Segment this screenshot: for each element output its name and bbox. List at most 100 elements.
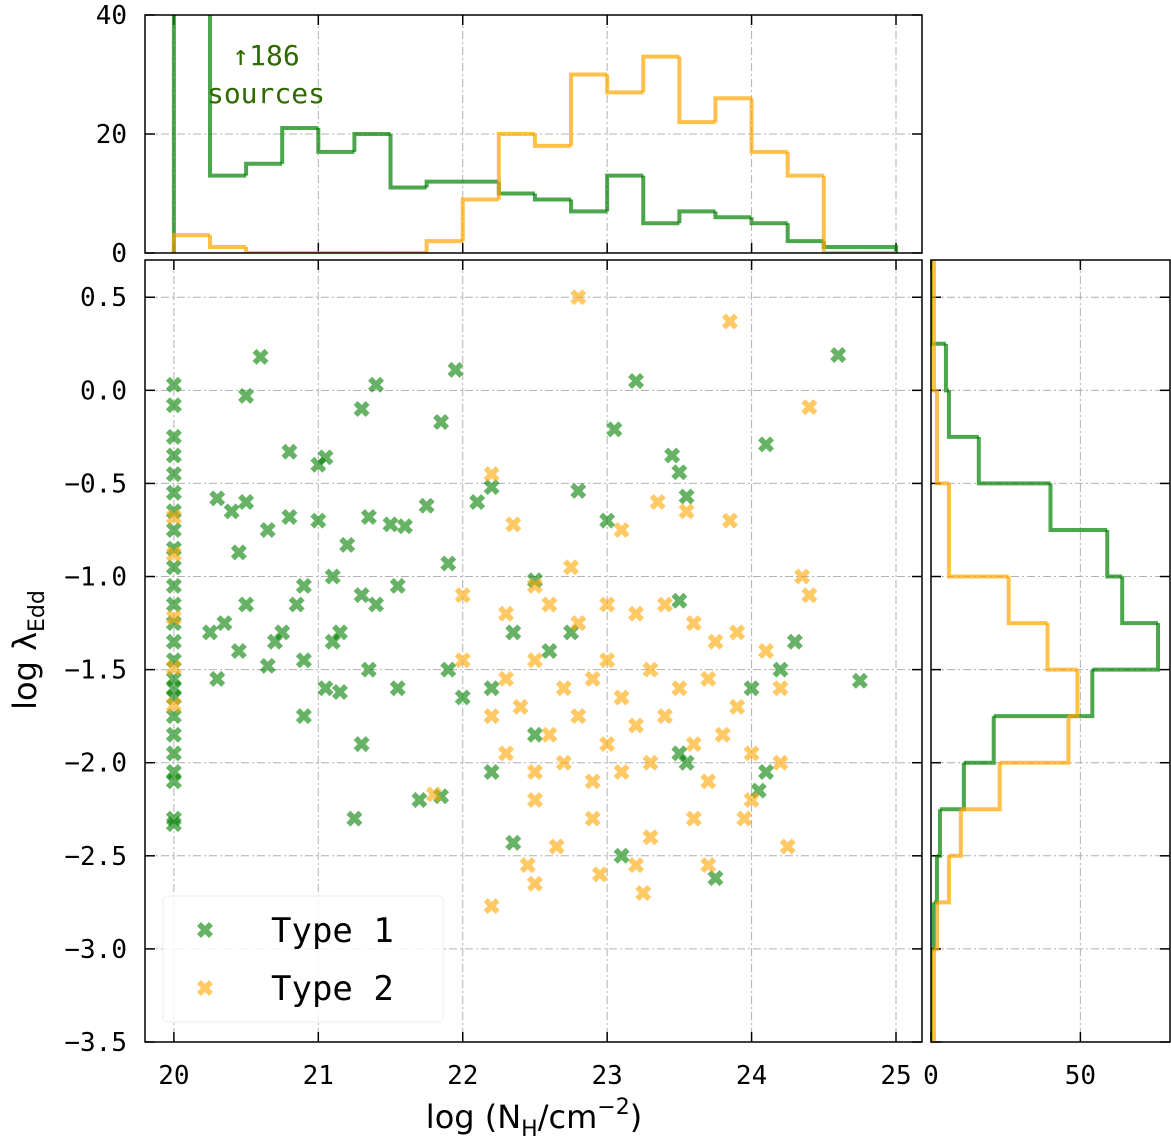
marker	[570, 615, 587, 632]
marker	[613, 521, 630, 538]
axes-frame	[930, 259, 1171, 1043]
marker	[433, 413, 450, 430]
marker	[656, 708, 673, 725]
x-tick-label: 0	[923, 1061, 939, 1091]
histogram-step	[859, 245, 899, 253]
marker	[339, 536, 356, 553]
marker	[570, 482, 587, 499]
marker	[613, 847, 630, 864]
marker	[331, 683, 348, 700]
y-tick-label: 40	[96, 1, 127, 31]
y-axis-label: log λEdd	[6, 590, 50, 710]
marker	[851, 672, 868, 689]
marker	[541, 596, 558, 613]
marker	[707, 633, 724, 650]
marker	[570, 289, 587, 306]
marker	[165, 559, 182, 576]
marker	[671, 680, 688, 697]
legend-marker	[197, 922, 213, 938]
marker	[165, 609, 182, 626]
marker	[599, 736, 616, 753]
marker	[779, 838, 796, 855]
marker	[570, 708, 587, 725]
histogram-step	[934, 436, 949, 486]
histogram-step	[244, 247, 283, 253]
panel: 0 50	[923, 260, 1170, 1091]
histogram-step	[1045, 623, 1078, 672]
histogram-step	[946, 390, 979, 439]
marker	[281, 508, 298, 525]
x-tick-label: 20	[158, 1061, 189, 1091]
marker	[165, 508, 182, 525]
histogram-step	[931, 297, 946, 346]
marker	[165, 428, 182, 445]
marker	[505, 516, 522, 533]
marker	[317, 449, 334, 466]
histogram-step	[931, 343, 937, 393]
marker	[772, 680, 789, 697]
marker	[454, 652, 471, 669]
marker	[700, 773, 717, 790]
marker	[165, 521, 182, 538]
histogram-step	[569, 72, 608, 146]
marker	[483, 680, 500, 697]
marker	[758, 764, 775, 781]
histogram-step	[749, 217, 788, 226]
histogram-step	[1092, 623, 1161, 672]
marker	[519, 857, 536, 874]
marker	[794, 568, 811, 585]
marker	[281, 443, 298, 460]
marker	[295, 577, 312, 594]
marker	[721, 512, 738, 529]
marker	[389, 680, 406, 697]
marker	[165, 577, 182, 594]
marker	[628, 605, 645, 622]
marker	[830, 346, 847, 363]
marker	[505, 834, 522, 851]
histogram-step	[207, 235, 247, 250]
histogram-step	[933, 855, 939, 905]
marker	[353, 736, 370, 753]
y-tick-label: 0	[111, 239, 127, 269]
marker	[772, 754, 789, 771]
histogram-step	[963, 716, 996, 765]
marker	[498, 745, 515, 762]
marker	[801, 399, 818, 416]
histogram-step	[244, 161, 283, 176]
histogram-step	[532, 134, 572, 148]
histogram-step	[1068, 669, 1080, 719]
marker	[353, 400, 370, 417]
histogram-step	[821, 175, 860, 253]
marker	[591, 866, 608, 883]
histogram-step	[931, 260, 936, 298]
marker	[649, 494, 666, 511]
histogram-step	[352, 132, 391, 152]
y-tick-label: 0.5	[80, 283, 127, 313]
marker	[656, 596, 673, 613]
marker	[671, 464, 688, 481]
marker	[721, 313, 738, 330]
marker	[230, 544, 247, 561]
marker	[368, 596, 385, 613]
histogram-step	[713, 211, 752, 220]
marker	[295, 652, 312, 669]
marker	[700, 857, 717, 874]
marker	[628, 717, 645, 734]
y-tick-label: −1.0	[64, 563, 127, 593]
histogram-step	[641, 54, 680, 93]
marker	[758, 643, 775, 659]
y-tick-label: −0.5	[64, 469, 127, 499]
marker	[664, 447, 681, 464]
marker	[714, 726, 731, 743]
marker	[483, 479, 500, 496]
marker	[310, 512, 327, 529]
legend-label: Type 1	[271, 911, 394, 951]
plot-area	[171, 15, 899, 253]
histogram-step	[939, 762, 966, 812]
marker	[743, 745, 760, 762]
marker	[368, 376, 385, 393]
marker	[396, 518, 413, 535]
y-tick-label: 20	[96, 120, 127, 150]
marker	[252, 348, 269, 365]
marker	[635, 885, 652, 902]
